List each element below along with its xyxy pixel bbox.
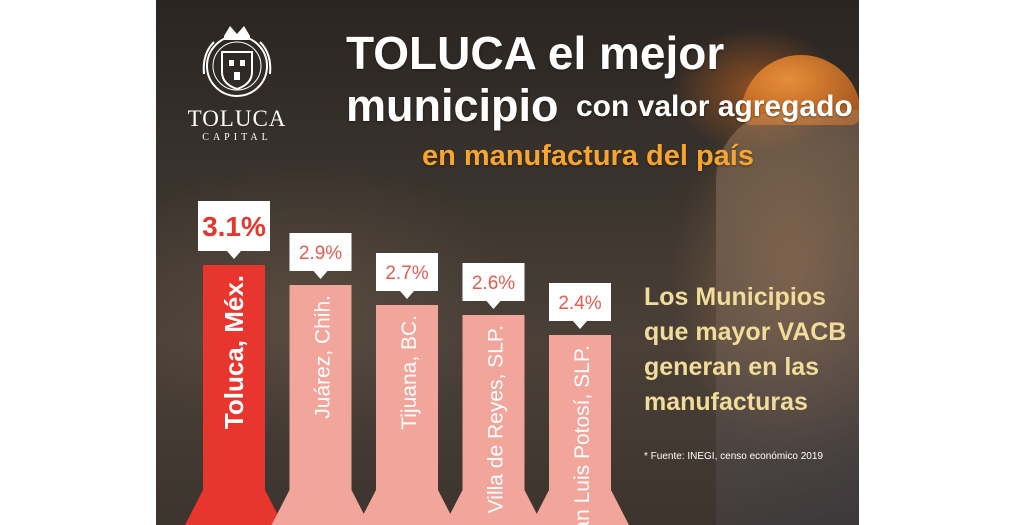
value-label-2: 2.7% bbox=[385, 263, 428, 284]
side-caption-line-1: Los Municipios bbox=[644, 283, 826, 311]
value-callout-3 bbox=[462, 263, 525, 309]
value-callout-2 bbox=[376, 253, 438, 299]
value-label-1: 2.9% bbox=[299, 243, 342, 264]
bar-0 bbox=[185, 265, 283, 525]
bar-4 bbox=[531, 335, 629, 525]
value-label-3: 2.6% bbox=[472, 273, 515, 294]
category-label-2: Tijuana, BC. bbox=[398, 315, 421, 430]
toluca-capital-logo: TOLUCA CAPITAL bbox=[182, 14, 292, 143]
source-note: * Fuente: INEGI, censo económico 2019 bbox=[644, 451, 823, 462]
bar-1 bbox=[271, 285, 370, 525]
bar-3 bbox=[444, 315, 543, 525]
logo-title: TOLUCA bbox=[187, 106, 287, 131]
side-caption-line-4: manufacturas bbox=[644, 388, 808, 416]
value-callout-1 bbox=[289, 233, 352, 279]
logo-tagline: CAPITAL bbox=[202, 132, 272, 143]
side-caption-line-2: que mayor VACB bbox=[644, 318, 847, 346]
category-label-1: Juárez, Chih. bbox=[312, 295, 335, 419]
side-caption-line-3: generan en las bbox=[644, 353, 820, 381]
bar-chart: Toluca, Méx. 3.1% Juárez, Chih. 2.9% Tijuana… bbox=[185, 201, 629, 525]
value-label-4: 2.4% bbox=[558, 293, 601, 314]
category-label-3: Villa de Reyes, SLP. bbox=[485, 325, 508, 513]
bar-2 bbox=[358, 305, 456, 525]
side-caption: Los Municipios que mayor VACB generan en… bbox=[644, 280, 847, 420]
headline-line-2-rest: con valor agregado bbox=[576, 90, 853, 123]
crest-icon bbox=[202, 26, 272, 97]
headline-subtitle: en manufactura del país bbox=[422, 140, 754, 172]
headline-line-1: TOLUCA el mejor bbox=[346, 27, 725, 79]
value-label-0: 3.1% bbox=[202, 211, 266, 242]
worker-image bbox=[716, 110, 859, 525]
category-label-0: Toluca, Méx. bbox=[219, 275, 249, 429]
value-callout-4 bbox=[549, 283, 611, 329]
headline-line-2-bold: municipio bbox=[346, 80, 559, 131]
infographic-poster: TOLUCA CAPITAL TOLUCA el mejor municipio… bbox=[156, 0, 859, 525]
value-callout-0 bbox=[198, 201, 270, 259]
category-label-4: San Luis Potosí, SLP. bbox=[571, 345, 594, 525]
